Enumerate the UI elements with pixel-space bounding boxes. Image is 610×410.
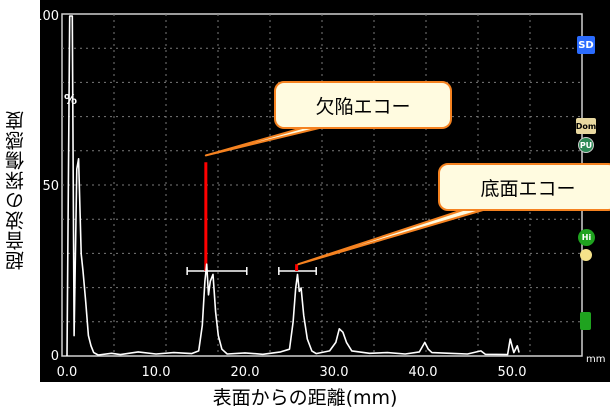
- y-tick-label: 0: [51, 349, 59, 364]
- x-tick-label: 30.0: [320, 365, 349, 380]
- callout-pointer: [297, 204, 501, 266]
- x-axis-label: 表面からの距離(mm): [212, 387, 398, 409]
- x-unit-label: mm: [586, 354, 605, 365]
- battery-icon: [580, 312, 591, 330]
- x-tick-label: 20.0: [231, 365, 260, 380]
- flaw-detector-screen: 0.0 10.0 20.0 30.0 40.0 50.0 0 50 100 mm % 欠陥エコー…: [40, 0, 610, 382]
- hi-gain-icon: Hi: [578, 229, 595, 246]
- bulb-icon: [580, 249, 592, 261]
- x-tick-label: 40.0: [409, 365, 438, 380]
- y-axis-label: 超音波の探傷感度: [5, 110, 27, 270]
- x-tick-label: 0.0: [57, 365, 78, 380]
- defect-echo-callout: 欠陥エコー: [274, 81, 452, 129]
- y-tick-label: 100: [40, 9, 59, 24]
- dom-mode-icon: Dom: [576, 118, 596, 134]
- backwall-echo-callout: 底面エコー: [438, 163, 610, 211]
- a-scan-trace: [66, 15, 520, 357]
- sd-card-icon: SD: [577, 36, 595, 54]
- y-unit-label: %: [64, 93, 77, 108]
- probe-pu-icon: PU: [578, 137, 594, 153]
- a-scan-chart: 0.0 10.0 20.0 30.0 40.0 50.0 0 50 100 mm %: [40, 9, 605, 380]
- y-tick-label: 50: [42, 179, 59, 194]
- x-tick-label: 10.0: [142, 365, 171, 380]
- x-tick-label: 50.0: [498, 365, 527, 380]
